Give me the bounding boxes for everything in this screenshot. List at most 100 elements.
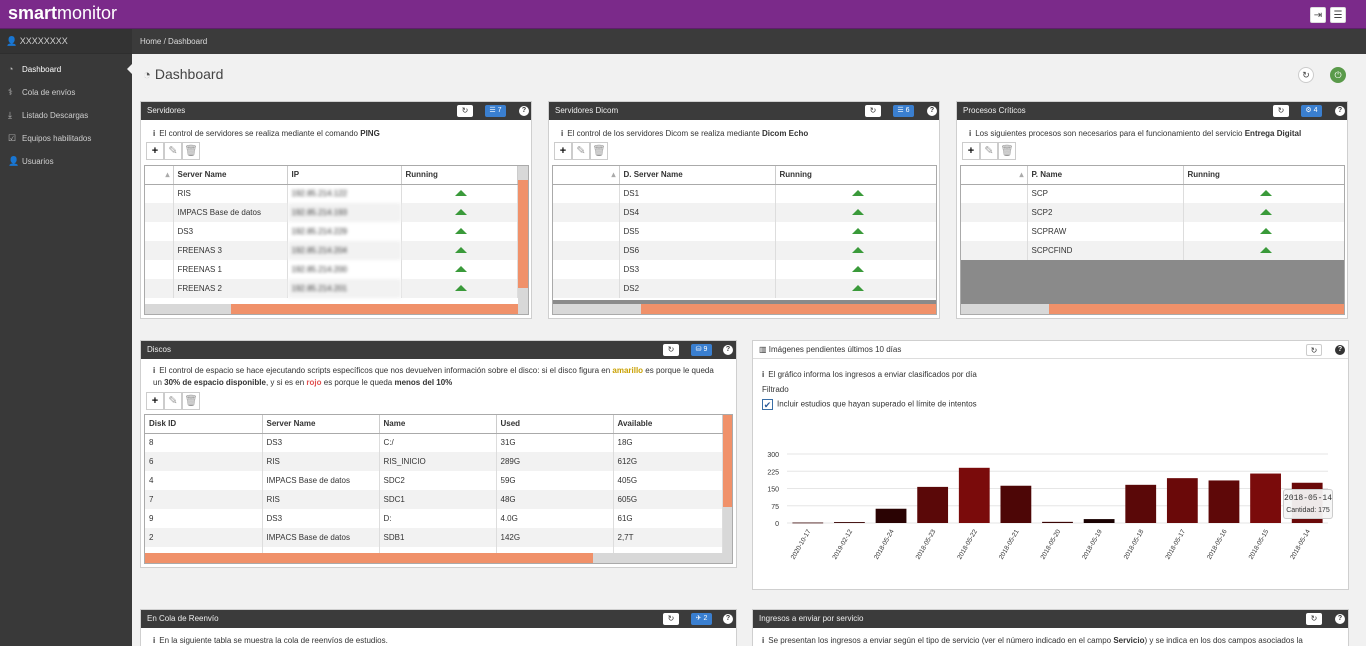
edit-button[interactable]: ✎ <box>164 142 182 160</box>
column-header[interactable]: Running <box>1183 166 1344 185</box>
include-expired-checkbox[interactable]: ✔ <box>762 399 773 410</box>
column-header[interactable]: Used <box>496 415 614 434</box>
bar[interactable] <box>917 486 949 523</box>
edit-button[interactable]: ✎ <box>980 142 998 160</box>
edit-button[interactable]: ✎ <box>164 392 182 410</box>
vertical-scrollbar[interactable] <box>723 415 732 553</box>
bar[interactable] <box>958 467 990 523</box>
column-header[interactable]: P. Name <box>1027 166 1184 185</box>
include-expired-option[interactable]: ✔ Incluir estudios que hayan superado el … <box>762 399 977 410</box>
power-button[interactable]: ⏻ <box>1330 67 1346 83</box>
refresh-icon[interactable]: ↻ <box>457 105 473 117</box>
bar[interactable] <box>834 522 865 523</box>
column-header[interactable]: Disk ID <box>145 415 263 434</box>
help-icon[interactable]: ? <box>1335 345 1345 355</box>
table-row[interactable]: SCPCFIND <box>961 241 1344 260</box>
table-row[interactable]: 9 DS3 D: 4.0G 61G <box>145 509 723 528</box>
table-row[interactable]: 6 RIS RIS_INICIO 289G 612G <box>145 452 723 471</box>
logout-button[interactable]: ⇥ <box>1310 7 1326 23</box>
refresh-icon[interactable]: ↻ <box>663 344 679 356</box>
running-up-icon <box>852 209 865 215</box>
column-header[interactable]: IP <box>287 166 402 185</box>
bar[interactable] <box>1250 473 1281 523</box>
delete-button[interactable]: 🗑 <box>590 142 608 160</box>
bar[interactable] <box>875 508 907 523</box>
y-tick-label: 150 <box>767 487 779 494</box>
sidebar-item-dashboard[interactable]: ◔ Dashboard <box>0 58 132 81</box>
help-icon[interactable]: ? <box>1335 106 1345 116</box>
table-row[interactable]: DS6 <box>553 241 936 260</box>
horizontal-scrollbar[interactable] <box>553 304 936 314</box>
sidebar-item-listado-descargas[interactable]: ⤓ Listado Descargas <box>0 104 132 127</box>
sidebar-item-equipos[interactable]: ☑ Equipos habilitados <box>0 127 132 150</box>
bar[interactable] <box>792 522 824 524</box>
add-button[interactable]: + <box>962 142 980 160</box>
table-row[interactable]: 4 IMPACS Base de datos SDC2 59G 405G <box>145 471 723 490</box>
help-icon[interactable]: ? <box>519 106 529 116</box>
refresh-icon[interactable]: ↻ <box>663 613 679 625</box>
table-row[interactable]: DS2 <box>553 279 936 298</box>
delete-button[interactable]: 🗑 <box>182 392 200 410</box>
column-header[interactable]: Server Name <box>262 415 380 434</box>
table-row[interactable]: DS3 192.85.214.229 <box>145 222 518 241</box>
add-button[interactable]: + <box>146 142 164 160</box>
bar[interactable] <box>1208 480 1240 523</box>
refresh-icon[interactable]: ↻ <box>865 105 881 117</box>
info-icon: i <box>153 636 156 645</box>
help-icon[interactable]: ? <box>927 106 937 116</box>
column-header[interactable]: Running <box>775 166 936 185</box>
menu-button[interactable]: ☰ <box>1330 7 1346 23</box>
bar[interactable] <box>1166 478 1198 523</box>
count-badge: ☰ 7 <box>485 105 506 117</box>
app-logo[interactable]: smartmonitor <box>8 3 118 23</box>
horizontal-scrollbar[interactable] <box>961 304 1344 314</box>
column-header[interactable]: Running <box>401 166 518 185</box>
table-row[interactable]: DS3 <box>553 260 936 279</box>
column-header[interactable]: D. Server Name <box>619 166 776 185</box>
help-icon[interactable]: ? <box>723 345 733 355</box>
add-button[interactable]: + <box>146 392 164 410</box>
edit-button[interactable]: ✎ <box>572 142 590 160</box>
refresh-icon[interactable]: ↻ <box>1273 105 1289 117</box>
table-row[interactable]: DS1 <box>553 184 936 203</box>
horizontal-scrollbar[interactable] <box>145 553 732 563</box>
table-row[interactable]: 8 DS3 C:/31G 18G <box>145 433 723 452</box>
table-row[interactable]: RIS 192.85.214.122 <box>145 184 518 203</box>
table-row[interactable]: IMPACS Base de datos 192.85.214.193 <box>145 203 518 222</box>
table-row[interactable]: FREENAS 1 192.85.214.200 <box>145 260 518 279</box>
checkbox-icon: ☑ <box>8 133 17 143</box>
table-row[interactable]: FREENAS 2 192.85.214.201 <box>145 279 518 298</box>
sidebar-item-usuarios[interactable]: 👤 Usuarios <box>0 150 132 173</box>
table-row[interactable]: SCP <box>961 184 1344 203</box>
bar[interactable] <box>1083 519 1115 523</box>
bar[interactable] <box>1125 484 1157 523</box>
delete-button[interactable]: 🗑 <box>998 142 1016 160</box>
column-header[interactable]: Server Name <box>173 166 288 185</box>
table-row[interactable]: DS5 <box>553 222 936 241</box>
table-row[interactable]: 2 IMPACS Base de datos SDB1 142G 2,7T <box>145 528 723 547</box>
column-header[interactable]: Name <box>379 415 497 434</box>
table-row[interactable]: 7 RIS SDC1 48G 605G <box>145 490 723 509</box>
table-row[interactable]: FREENAS 3 192.85.214.204 <box>145 241 518 260</box>
sidebar-user[interactable]: 👤 XXXXXXXX <box>0 29 132 54</box>
table-row[interactable]: DS4 <box>553 203 936 222</box>
table-row[interactable]: SCPRAW <box>961 222 1344 241</box>
refresh-icon[interactable]: ↻ <box>1306 344 1322 356</box>
delete-button[interactable]: 🗑 <box>182 142 200 160</box>
bar[interactable] <box>1000 485 1032 523</box>
refresh-icon[interactable]: ↻ <box>1306 613 1322 625</box>
breadcrumb: Home / Dashboard <box>132 29 1366 54</box>
bar[interactable] <box>1042 521 1073 523</box>
help-icon[interactable]: ? <box>723 614 733 624</box>
vertical-scrollbar[interactable] <box>518 166 528 304</box>
count-badge: ⚙ 4 <box>1301 105 1322 117</box>
refresh-button[interactable]: ↻ <box>1298 67 1314 83</box>
help-icon[interactable]: ? <box>1335 614 1345 624</box>
table-row[interactable]: SCP2 <box>961 203 1344 222</box>
breadcrumb-home[interactable]: Home <box>140 37 162 46</box>
column-header[interactable]: Available <box>613 415 723 434</box>
horizontal-scrollbar[interactable] <box>145 304 528 314</box>
sidebar-item-cola-envios[interactable]: ⚕ Cola de envíos <box>0 81 132 104</box>
running-up-icon <box>455 266 468 272</box>
add-button[interactable]: + <box>554 142 572 160</box>
